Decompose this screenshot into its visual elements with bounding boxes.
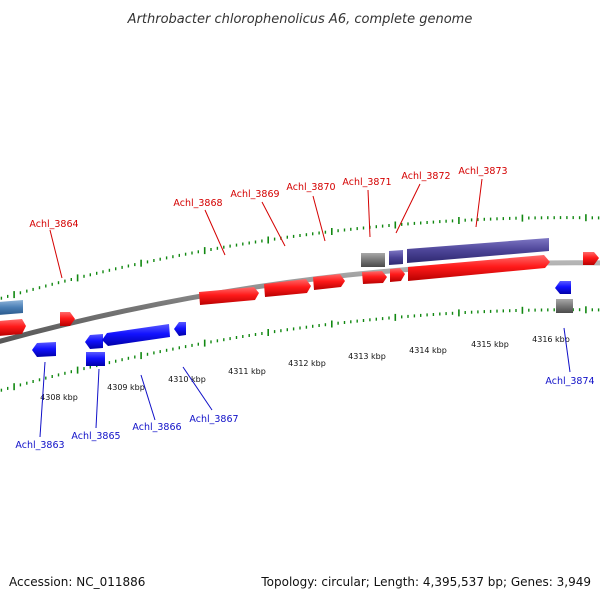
tick-label: 4312 kbp bbox=[288, 359, 326, 368]
forward-strand-genes bbox=[0, 252, 599, 336]
inner-tick-row bbox=[0, 306, 600, 392]
map-title: Arthrobacter chlorophenolicus A6, comple… bbox=[127, 12, 473, 27]
leader-line bbox=[261, 201, 286, 247]
gene-arrow-forward[interactable] bbox=[199, 287, 259, 305]
gene-arrow-reverse[interactable] bbox=[555, 281, 571, 294]
leader-line bbox=[563, 327, 571, 373]
leader-line bbox=[367, 189, 371, 238]
tick-labels: 4308 kbp 4309 kbp 4310 kbp 4311 kbp 4312… bbox=[40, 335, 570, 402]
leader-line bbox=[312, 195, 326, 242]
leader-line bbox=[39, 361, 46, 438]
tick-label: 4308 kbp bbox=[40, 393, 78, 402]
leader-line bbox=[95, 368, 100, 429]
gene-label-achl-3874[interactable]: Achl_3874 bbox=[545, 376, 594, 387]
gene-label-achl-3867[interactable]: Achl_3867 bbox=[189, 414, 238, 425]
gene-label-achl-3872[interactable]: Achl_3872 bbox=[401, 171, 450, 182]
gene-arrow-forward[interactable] bbox=[0, 319, 26, 336]
tick-label: 4316 kbp bbox=[532, 335, 570, 344]
purple-feature[interactable] bbox=[407, 238, 549, 263]
tick-label: 4309 kbp bbox=[107, 383, 145, 392]
light-blue-feature[interactable] bbox=[0, 300, 23, 315]
gene-arrow-forward[interactable] bbox=[362, 271, 387, 284]
gene-label-achl-3870[interactable]: Achl_3870 bbox=[286, 182, 335, 193]
leader-line bbox=[395, 183, 421, 234]
tick-label: 4311 kbp bbox=[228, 367, 266, 376]
tick-label: 4315 kbp bbox=[471, 340, 509, 349]
gene-label-achl-3864[interactable]: Achl_3864 bbox=[29, 219, 78, 230]
tick-label: 4313 kbp bbox=[348, 352, 386, 361]
gene-label-achl-3865[interactable]: Achl_3865 bbox=[71, 431, 120, 442]
leader-line bbox=[140, 374, 156, 421]
tick-label: 4310 kbp bbox=[168, 375, 206, 384]
leader-line bbox=[182, 366, 213, 411]
gene-arrow-forward[interactable] bbox=[583, 252, 599, 265]
forward-gene-labels: Achl_3864 Achl_3868 Achl_3869 Achl_3870 … bbox=[29, 166, 508, 279]
gene-label-achl-3873[interactable]: Achl_3873 bbox=[458, 166, 507, 177]
leader-line bbox=[475, 178, 483, 228]
gene-label-achl-3868[interactable]: Achl_3868 bbox=[173, 198, 222, 209]
gene-arrow-forward[interactable] bbox=[408, 255, 550, 281]
gene-label-achl-3871[interactable]: Achl_3871 bbox=[342, 177, 391, 188]
gene-arrow-forward[interactable] bbox=[60, 312, 75, 326]
gene-arrow-reverse[interactable] bbox=[174, 322, 186, 336]
gene-arrow-reverse[interactable] bbox=[32, 342, 56, 357]
reverse-gene-labels: Achl_3863 Achl_3865 Achl_3866 Achl_3867 … bbox=[15, 327, 595, 451]
tick-label: 4314 kbp bbox=[409, 346, 447, 355]
gene-arrow-forward[interactable] bbox=[264, 279, 311, 297]
gene-arrow-forward[interactable] bbox=[313, 274, 345, 290]
gene-box-reverse[interactable] bbox=[86, 352, 105, 366]
gene-label-achl-3866[interactable]: Achl_3866 bbox=[132, 422, 181, 433]
purple-feature[interactable] bbox=[389, 250, 403, 265]
other-features bbox=[0, 238, 573, 315]
genome-summary-text: Topology: circular; Length: 4,395,537 bp… bbox=[260, 575, 591, 589]
outer-tick-row bbox=[0, 214, 600, 300]
gene-arrow-forward[interactable] bbox=[390, 268, 405, 282]
gray-feature[interactable] bbox=[361, 253, 385, 267]
accession-text: Accession: NC_011886 bbox=[9, 575, 145, 589]
gene-arrow-reverse[interactable] bbox=[102, 324, 170, 346]
leader-line bbox=[49, 229, 63, 279]
gene-label-achl-3863[interactable]: Achl_3863 bbox=[15, 440, 64, 451]
leader-line bbox=[204, 209, 226, 256]
gene-label-achl-3869[interactable]: Achl_3869 bbox=[230, 189, 279, 200]
reverse-strand-genes bbox=[32, 281, 571, 366]
gray-feature[interactable] bbox=[556, 299, 573, 313]
gene-arrow-reverse[interactable] bbox=[85, 334, 103, 349]
